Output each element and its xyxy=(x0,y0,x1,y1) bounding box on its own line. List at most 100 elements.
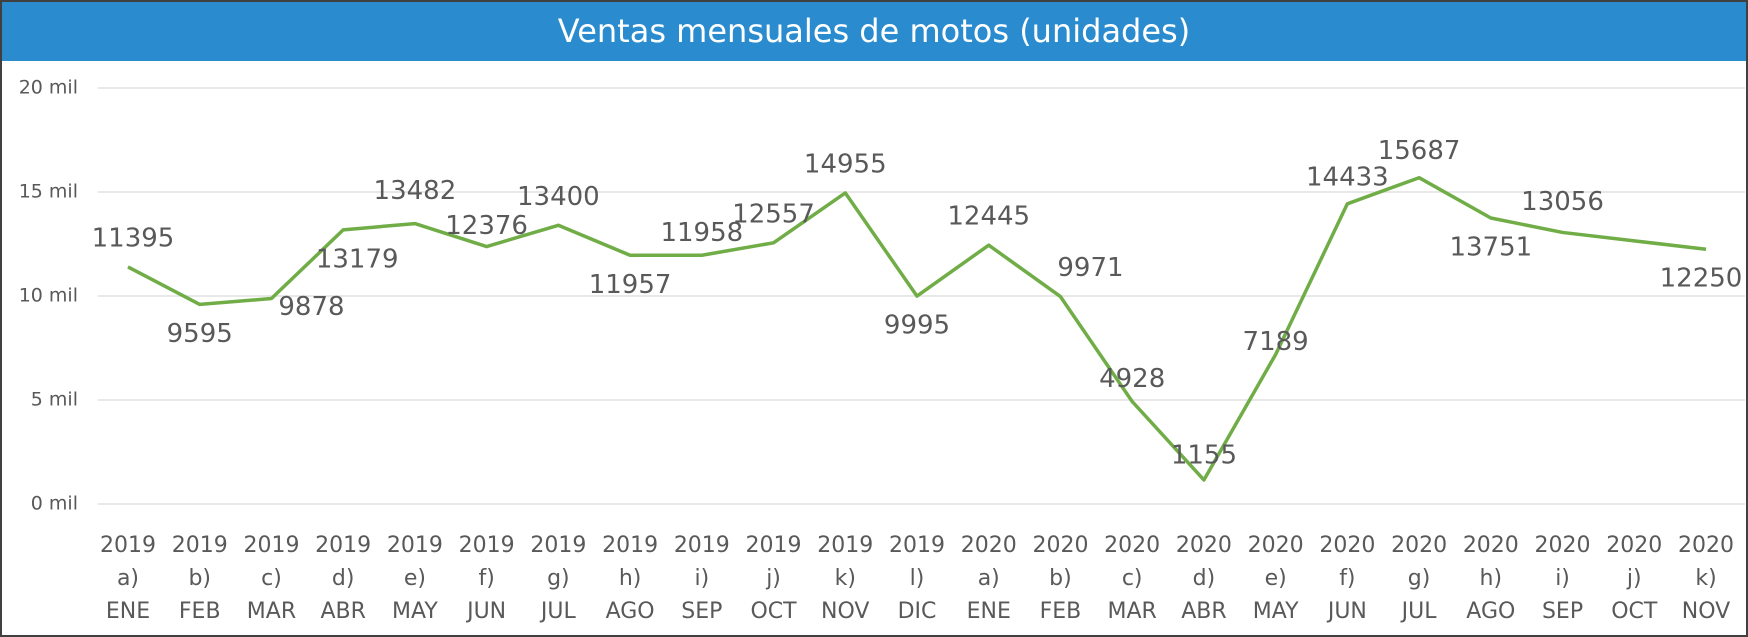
x-tick-label: ENE xyxy=(106,599,150,624)
x-tick-label: 2019 xyxy=(530,533,586,558)
x-tick-label: c) xyxy=(1122,566,1143,591)
x-tick-label: 2020 xyxy=(1032,533,1088,558)
x-tick-label: 2020 xyxy=(1463,533,1519,558)
data-label: 13400 xyxy=(517,182,600,212)
x-tick-label: f) xyxy=(478,566,494,591)
x-tick-label: l) xyxy=(910,566,925,591)
x-tick-label: FEB xyxy=(179,599,221,624)
data-label: 13056 xyxy=(1521,187,1604,217)
data-label: 14955 xyxy=(804,149,887,179)
y-tick-label: 20 mil xyxy=(19,77,78,99)
x-tick-label: 2019 xyxy=(889,533,945,558)
data-label: 1155 xyxy=(1171,440,1237,470)
x-tick-label: SEP xyxy=(1542,599,1583,624)
x-tick-label: 2020 xyxy=(1606,533,1662,558)
x-tick-label: h) xyxy=(619,566,642,591)
x-tick-label: 2019 xyxy=(817,533,873,558)
x-tick-label: MAY xyxy=(392,599,438,624)
x-tick-label: ABR xyxy=(320,599,365,624)
data-label: 13179 xyxy=(316,244,399,274)
x-tick-label: 2020 xyxy=(1678,533,1734,558)
x-tick-label: NOV xyxy=(821,599,869,624)
x-tick-label: i) xyxy=(694,566,709,591)
x-tick-label: 2020 xyxy=(1391,533,1447,558)
data-label: 12376 xyxy=(445,211,528,241)
x-tick-label: 2019 xyxy=(172,533,228,558)
x-tick-label: 2020 xyxy=(961,533,1017,558)
data-label: 11395 xyxy=(92,223,175,253)
x-tick-label: h) xyxy=(1480,566,1503,591)
data-label: 13482 xyxy=(374,176,457,206)
x-tick-label: JUL xyxy=(539,599,577,624)
x-tick-label: JUL xyxy=(1400,599,1438,624)
data-label: 12250 xyxy=(1660,264,1743,294)
x-tick-label: 2019 xyxy=(315,533,371,558)
x-tick-label: ENE xyxy=(967,599,1011,624)
x-tick-label: NOV xyxy=(1682,599,1730,624)
x-tick-label: 2019 xyxy=(100,533,156,558)
x-tick-label: 2019 xyxy=(746,533,802,558)
data-label: 9878 xyxy=(278,292,344,322)
title-bar xyxy=(2,2,1746,61)
data-label: 7189 xyxy=(1243,327,1309,357)
x-tick-label: e) xyxy=(1265,566,1287,591)
data-label: 9595 xyxy=(167,319,233,349)
x-tick-label: d) xyxy=(332,566,355,591)
x-tick-label: FEB xyxy=(1040,599,1082,624)
x-tick-label: MAR xyxy=(1108,599,1157,624)
x-tick-label: f) xyxy=(1339,566,1355,591)
x-tick-label: 2019 xyxy=(243,533,299,558)
x-tick-label: DIC xyxy=(898,599,937,624)
x-tick-label: SEP xyxy=(681,599,722,624)
x-tick-label: i) xyxy=(1555,566,1570,591)
x-tick-label: JUN xyxy=(1326,599,1367,624)
x-tick-label: JUN xyxy=(465,599,506,624)
data-label: 11958 xyxy=(660,218,743,248)
x-tick-label: 2020 xyxy=(1319,533,1375,558)
x-tick-label: j) xyxy=(1626,566,1642,591)
x-tick-label: ABR xyxy=(1181,599,1226,624)
data-label: 13751 xyxy=(1449,232,1532,262)
x-tick-label: MAY xyxy=(1253,599,1299,624)
y-tick-label: 10 mil xyxy=(19,285,78,307)
data-label: 9971 xyxy=(1057,253,1123,283)
x-tick-label: MAR xyxy=(247,599,296,624)
x-tick-label: c) xyxy=(261,566,282,591)
x-tick-label: 2020 xyxy=(1104,533,1160,558)
x-tick-label: b) xyxy=(188,566,211,591)
x-tick-label: a) xyxy=(978,566,1000,591)
x-tick-label: g) xyxy=(547,566,570,591)
x-tick-label: b) xyxy=(1049,566,1072,591)
x-tick-label: g) xyxy=(1408,566,1431,591)
data-label: 4928 xyxy=(1099,364,1165,394)
x-tick-label: 2020 xyxy=(1535,533,1591,558)
data-label: 11957 xyxy=(589,270,672,300)
chart-title: Ventas mensuales de motos (unidades) xyxy=(558,12,1190,50)
x-tick-label: OCT xyxy=(750,599,797,624)
x-tick-label: 2019 xyxy=(674,533,730,558)
x-tick-label: j) xyxy=(765,566,781,591)
x-tick-label: 2019 xyxy=(602,533,658,558)
y-tick-label: 0 mil xyxy=(31,493,78,515)
x-tick-label: k) xyxy=(1695,566,1716,591)
data-label: 12445 xyxy=(947,202,1030,232)
x-tick-label: e) xyxy=(404,566,426,591)
data-label: 9995 xyxy=(884,311,950,341)
data-label: 15687 xyxy=(1378,136,1461,166)
x-tick-label: d) xyxy=(1193,566,1216,591)
data-label: 14433 xyxy=(1306,162,1389,192)
data-label: 12557 xyxy=(732,199,815,229)
x-tick-label: 2019 xyxy=(387,533,443,558)
x-tick-label: a) xyxy=(117,566,139,591)
x-tick-label: OCT xyxy=(1611,599,1658,624)
x-tick-label: k) xyxy=(835,566,856,591)
x-tick-label: 2020 xyxy=(1176,533,1232,558)
x-tick-label: AGO xyxy=(606,599,655,624)
y-tick-label: 15 mil xyxy=(19,181,78,203)
x-tick-label: AGO xyxy=(1466,599,1515,624)
series-line xyxy=(127,175,1707,482)
x-tick-label: 2020 xyxy=(1248,533,1304,558)
